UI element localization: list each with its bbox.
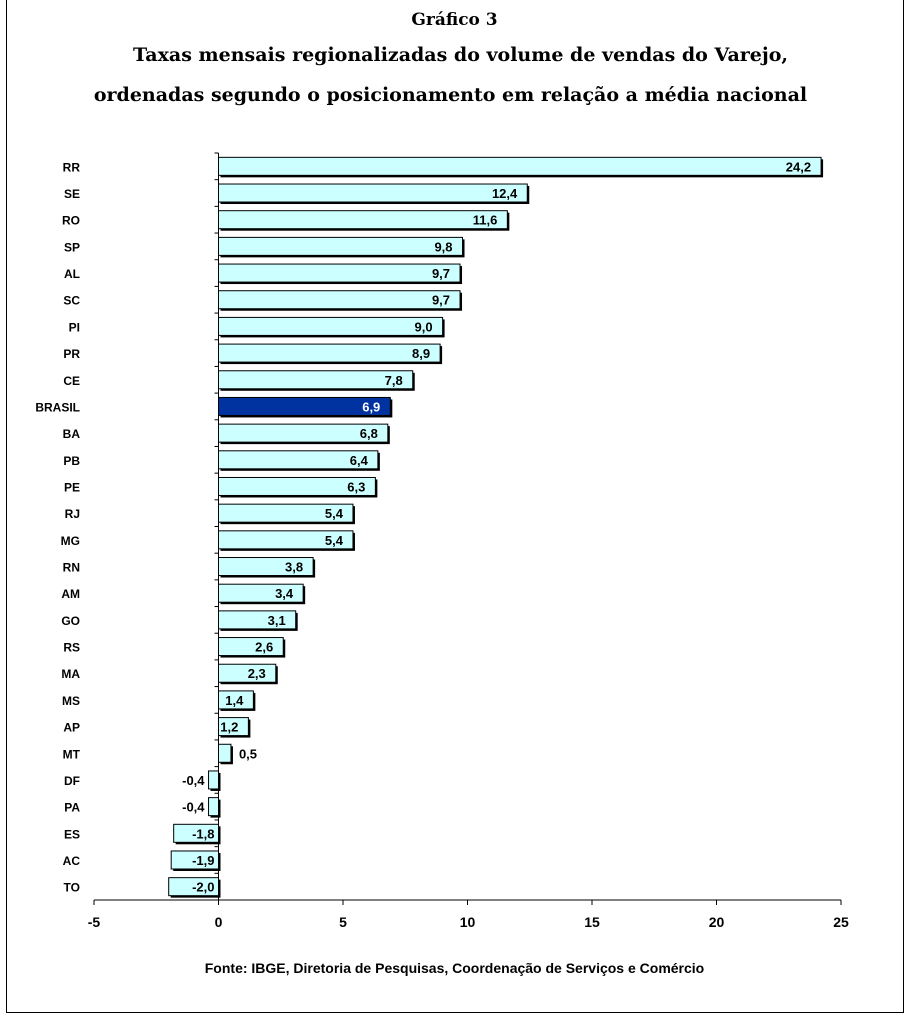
data-label: 9,7: [432, 293, 450, 308]
category-label: RJ: [65, 507, 80, 521]
category-label: MS: [62, 694, 80, 708]
bar: [218, 343, 441, 363]
bar: [218, 503, 354, 523]
data-label: -1,8: [192, 826, 214, 841]
data-label: 2,3: [248, 666, 266, 681]
bar: [218, 530, 354, 550]
data-label: 3,4: [275, 586, 294, 601]
bar: [218, 476, 376, 496]
bar: [173, 823, 219, 843]
data-label: -0,4: [182, 773, 205, 788]
bar: [218, 743, 232, 763]
category-label: AC: [63, 854, 81, 868]
data-label: 9,8: [434, 239, 452, 254]
x-tick-label: 5: [339, 914, 347, 930]
category-label: PE: [64, 480, 80, 494]
category-label: BA: [63, 427, 81, 441]
bar: [218, 690, 254, 710]
source-note: Fonte: IBGE, Diretoria de Pesquisas, Coo…: [204, 960, 705, 976]
bar: [218, 450, 379, 470]
data-label: 6,3: [347, 479, 365, 494]
chart-title: Gráfico 3: [411, 10, 498, 30]
category-label: BRASIL: [35, 400, 80, 414]
category-label: RR: [63, 160, 81, 174]
category-label: SC: [63, 294, 80, 308]
x-tick-label: 25: [833, 914, 849, 930]
data-label: 5,4: [325, 506, 344, 521]
bar: [218, 717, 249, 737]
x-tick-label: 20: [709, 914, 725, 930]
bar: [218, 610, 297, 630]
category-label: TO: [64, 881, 80, 895]
bar: [218, 210, 508, 230]
chart-subtitle-line1: Taxas mensais regionalizadas do volume d…: [132, 44, 789, 66]
x-tick-label: 10: [460, 914, 476, 930]
category-label: SP: [64, 240, 80, 254]
data-label: 12,4: [492, 186, 518, 201]
x-tick-label: 15: [584, 914, 600, 930]
category-label: RN: [63, 561, 80, 575]
data-label: 5,4: [325, 533, 344, 548]
bar: [218, 583, 304, 603]
bar-highlight: [218, 396, 391, 416]
data-label: 1,2: [220, 720, 238, 735]
data-label: 7,8: [385, 373, 403, 388]
bar: [218, 423, 389, 443]
bar: [218, 557, 314, 577]
category-label: CE: [63, 374, 80, 388]
data-label: 6,9: [362, 399, 380, 414]
category-label: AM: [61, 587, 80, 601]
bar: [218, 663, 277, 683]
category-label: SE: [64, 187, 80, 201]
bar: [218, 263, 461, 283]
data-label: 3,1: [268, 613, 286, 628]
category-label: PB: [63, 454, 80, 468]
x-tick-label: -5: [88, 914, 101, 930]
category-label: PA: [64, 801, 80, 815]
category-label: GO: [61, 614, 80, 628]
data-label: 6,4: [350, 453, 369, 468]
bar: [218, 316, 444, 336]
bar: [218, 183, 528, 203]
data-label: -1,9: [192, 853, 214, 868]
data-label: 1,4: [225, 693, 244, 708]
category-label: MT: [63, 747, 81, 761]
bar: [208, 770, 219, 790]
category-label: DF: [64, 774, 80, 788]
data-label: -0,4: [182, 800, 205, 815]
data-label: 9,0: [415, 319, 433, 334]
bar: [218, 290, 461, 310]
data-label: 3,8: [285, 560, 303, 575]
category-label: PI: [69, 320, 80, 334]
category-label: AP: [63, 721, 80, 735]
bar: [218, 236, 464, 256]
data-label: 24,2: [786, 159, 811, 174]
bar: [218, 156, 822, 176]
bar: [218, 370, 414, 390]
data-label: 6,8: [360, 426, 378, 441]
data-label: 0,5: [239, 746, 257, 761]
bar: [208, 797, 219, 817]
data-label: 11,6: [473, 213, 498, 228]
category-label: MA: [61, 667, 80, 681]
data-label: 2,6: [255, 640, 273, 655]
category-label: AL: [64, 267, 80, 281]
category-label: RO: [62, 214, 80, 228]
category-label: MG: [61, 534, 80, 548]
category-label: ES: [64, 827, 80, 841]
bar: [218, 637, 284, 657]
category-label: PR: [63, 347, 80, 361]
bar: [170, 850, 220, 870]
data-label: 8,9: [412, 346, 430, 361]
data-label: -2,0: [192, 880, 214, 895]
x-tick-label: 0: [215, 914, 223, 930]
category-label: RS: [63, 641, 80, 655]
chart-subtitle-line2: ordenadas segundo o posicionamento em re…: [93, 84, 808, 106]
bar: [168, 877, 219, 897]
data-label: 9,7: [432, 266, 450, 281]
